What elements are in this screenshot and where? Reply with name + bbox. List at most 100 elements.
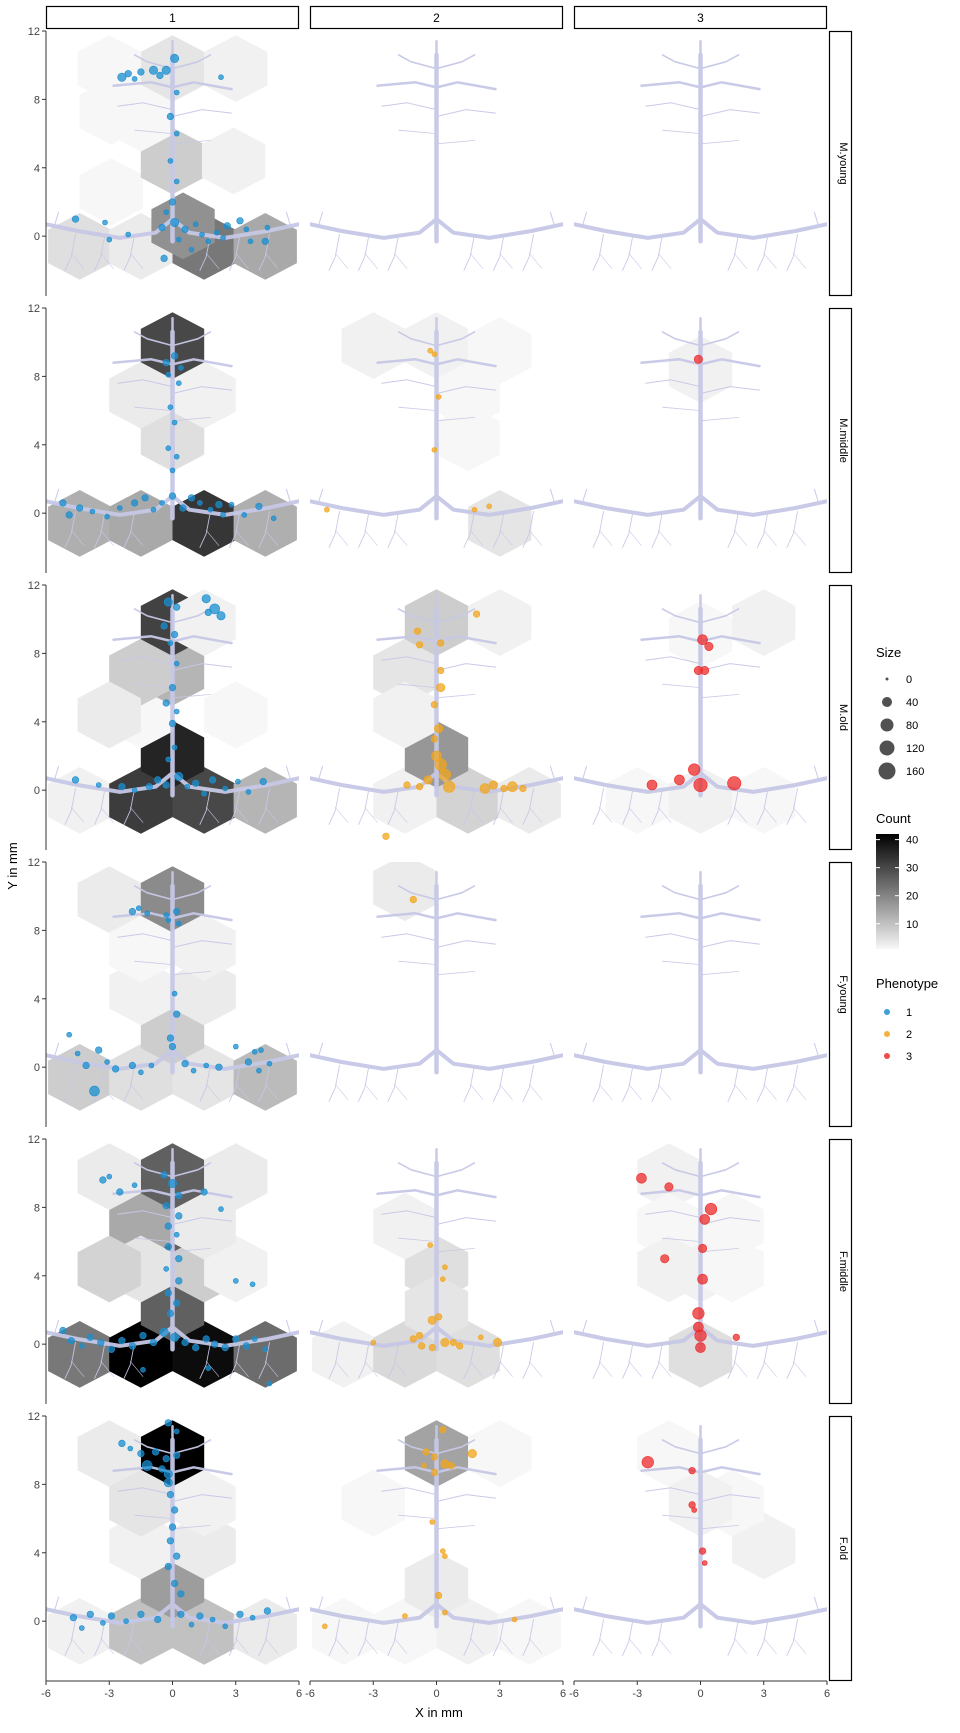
count-legend-title: Count [876, 811, 911, 826]
data-point [173, 1299, 181, 1307]
data-point [154, 776, 162, 784]
tree-branch [381, 379, 437, 388]
tree-branch [529, 1638, 543, 1654]
tree-branch [756, 1065, 769, 1102]
x-tick-label: 0 [697, 1688, 703, 1700]
data-point [171, 630, 179, 639]
tree-branch [172, 140, 211, 145]
tree-branch [265, 807, 279, 823]
data-point [71, 776, 80, 784]
data-point [82, 1061, 90, 1070]
tree-branch [581, 1042, 588, 1058]
tree-branch [435, 635, 497, 645]
tree-branch [492, 1065, 505, 1102]
data-point [164, 1562, 172, 1571]
data-point [418, 1342, 426, 1350]
data-point [402, 1613, 408, 1619]
data-point [220, 235, 226, 241]
tree-branch [522, 511, 534, 548]
tree-branch [435, 81, 497, 91]
data-point [493, 1338, 503, 1348]
data-point [166, 112, 174, 121]
data-point [421, 1462, 427, 1469]
hex-bin [172, 1469, 236, 1537]
tree-branch [549, 488, 556, 504]
tree-branch [398, 406, 437, 411]
tree-branch [549, 1319, 556, 1335]
tree-branch [628, 1361, 642, 1377]
tree-branch [130, 1361, 144, 1377]
tree-branch [172, 971, 211, 976]
data-point [168, 198, 177, 206]
data-point [456, 1342, 464, 1350]
data-point [100, 1620, 106, 1626]
data-point [99, 1176, 107, 1184]
tree-branch [46, 1048, 175, 1071]
data-point [65, 511, 73, 519]
tree-branch [258, 511, 270, 548]
data-point [437, 639, 445, 647]
panel-m-old-1 [46, 589, 299, 834]
data-point [259, 777, 267, 786]
hex-bin [341, 1469, 405, 1537]
tree-branch [112, 635, 174, 643]
tree-branch [727, 788, 739, 825]
data-point [131, 787, 138, 794]
col-strip-3 [573, 5, 828, 30]
tree-branch [358, 234, 370, 271]
vascular-tree [574, 40, 827, 271]
data-point [264, 224, 271, 231]
x-tick-label: 3 [497, 1688, 503, 1700]
y-tick-label: 8 [34, 371, 40, 383]
data-point [438, 768, 452, 781]
x-tick-label: -6 [41, 1688, 51, 1700]
data-point [443, 780, 456, 793]
data-point [164, 1419, 172, 1427]
data-point [74, 1050, 81, 1057]
tree-branch [205, 253, 220, 269]
tree-branch [376, 81, 438, 89]
tree-branch [574, 494, 703, 517]
panel-m-middle-1 [46, 312, 299, 557]
hex-bin [172, 361, 236, 429]
data-point [192, 221, 199, 227]
tree-branch [134, 683, 173, 688]
tree-branch [398, 960, 437, 965]
tree-branch [786, 234, 798, 271]
data-point [136, 905, 142, 912]
panel-m-young-2 [310, 40, 563, 271]
data-point [173, 1010, 181, 1018]
y-tick-label: 8 [34, 648, 40, 660]
data-point [699, 1214, 711, 1225]
data-point [95, 1046, 103, 1054]
tree-branch [328, 788, 340, 825]
tree-branch [763, 1638, 777, 1654]
tree-branch [381, 102, 437, 111]
tree-branch [599, 807, 613, 823]
tree-branch [435, 1162, 476, 1178]
panel-f-young-2 [310, 862, 563, 1102]
x-tick-label: -6 [569, 1688, 579, 1700]
tree-branch [529, 807, 543, 823]
hex-bin [109, 958, 173, 1026]
y-tick-label: 12 [28, 580, 40, 592]
data-point [201, 790, 207, 797]
hex-bin [637, 1192, 701, 1260]
tree-branch [658, 1361, 672, 1377]
tree-branch [699, 81, 761, 91]
tree-branch [397, 1162, 438, 1178]
data-point [698, 1547, 707, 1555]
phenotype-legend-key [884, 1009, 890, 1015]
tree-branch [171, 358, 233, 368]
data-point [173, 1231, 180, 1238]
tree-branch [265, 1361, 279, 1377]
tree-branch [64, 1619, 76, 1656]
data-point [154, 1615, 162, 1624]
y-tick-label: 8 [34, 1479, 40, 1491]
data-point [209, 776, 217, 784]
data-point [168, 1523, 177, 1531]
tree-branch [117, 1210, 173, 1219]
y-tick-label: 4 [34, 440, 40, 452]
data-point [175, 1212, 183, 1220]
hex-bin [109, 84, 173, 152]
